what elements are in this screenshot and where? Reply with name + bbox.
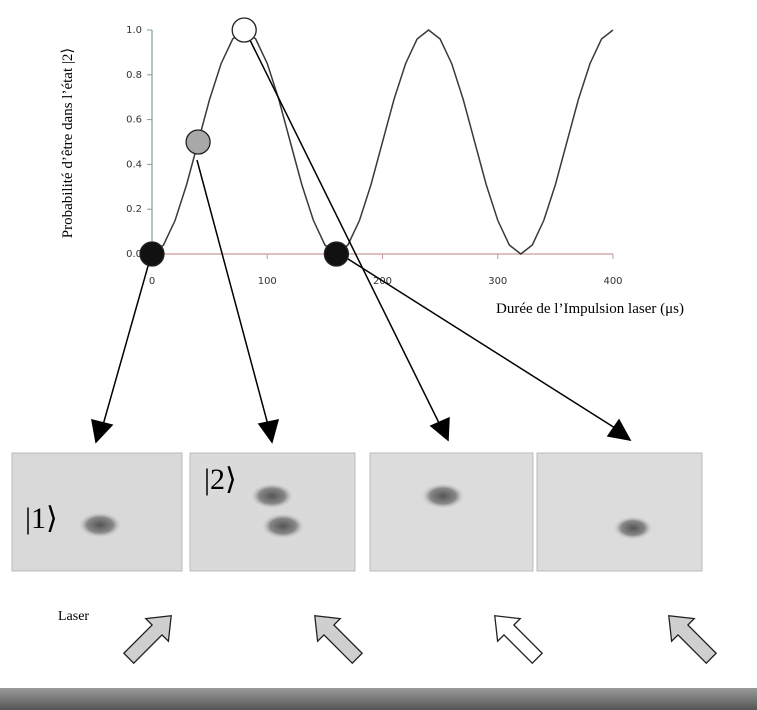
ket-label: |1⟩ bbox=[25, 502, 58, 535]
atom-cloud bbox=[250, 483, 294, 509]
atom-cloud bbox=[261, 513, 305, 539]
arrows bbox=[91, 29, 632, 444]
laser-label: Laser bbox=[58, 609, 89, 624]
y-tick-label: 0.6 bbox=[126, 115, 142, 126]
x-tick-label: 400 bbox=[603, 276, 622, 287]
marker bbox=[185, 129, 211, 155]
y-tick-label: 0.4 bbox=[126, 159, 142, 170]
arrow bbox=[244, 29, 441, 426]
image-panel bbox=[189, 452, 356, 572]
image-panel bbox=[11, 452, 183, 572]
marker bbox=[231, 17, 257, 43]
curve bbox=[151, 29, 614, 255]
laser-arrows bbox=[122, 615, 718, 665]
atom-cloud bbox=[78, 512, 122, 538]
marker bbox=[323, 241, 350, 267]
x-tick-label: 0 bbox=[149, 276, 155, 287]
atom-cloud bbox=[613, 516, 653, 540]
arrowhead bbox=[257, 419, 280, 444]
arrowhead bbox=[91, 418, 114, 444]
x-tick-label: 300 bbox=[488, 276, 507, 287]
laser-arrow bbox=[494, 615, 544, 665]
x-tick-label: 100 bbox=[258, 276, 277, 287]
bottom-bar bbox=[0, 688, 757, 710]
y-tick-label: 0.2 bbox=[126, 204, 142, 215]
atom-cloud bbox=[421, 483, 465, 509]
laser-arrow bbox=[122, 615, 172, 665]
image-panel bbox=[536, 452, 703, 572]
x-axis-label: Durée de l’Impulsion laser (μs) bbox=[496, 301, 684, 317]
laser-arrow bbox=[314, 615, 364, 665]
y-tick-label: 1.0 bbox=[126, 25, 142, 36]
y-tick-label: 0.8 bbox=[126, 70, 142, 81]
ket-label: |2⟩ bbox=[204, 463, 237, 496]
y-tick-label: 0.0 bbox=[126, 249, 142, 260]
laser-arrow bbox=[668, 615, 718, 665]
arrowhead bbox=[606, 418, 632, 442]
arrow bbox=[196, 159, 269, 426]
y-axis-label: Probabilité d’être dans l’état |2⟩ bbox=[60, 48, 76, 238]
arrow bbox=[336, 251, 616, 429]
arrow bbox=[102, 251, 153, 426]
marker bbox=[139, 241, 165, 267]
image-panel bbox=[369, 452, 534, 572]
arrowhead bbox=[429, 416, 450, 442]
panels bbox=[11, 452, 703, 572]
